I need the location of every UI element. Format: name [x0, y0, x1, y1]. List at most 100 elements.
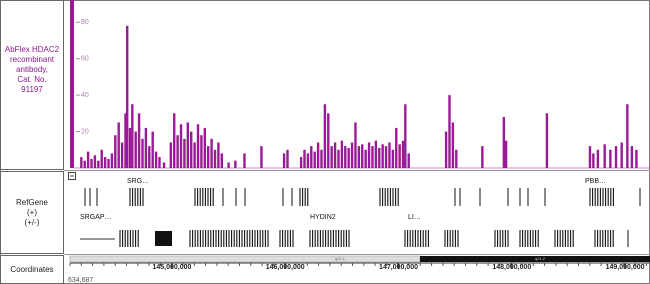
bar: [134, 131, 137, 168]
bar: [286, 149, 289, 168]
bar: [504, 140, 508, 168]
bar: [609, 149, 612, 168]
bar: [100, 149, 103, 168]
bar: [327, 113, 330, 168]
bar: [151, 131, 154, 168]
bar: [404, 104, 407, 168]
bar: [282, 153, 286, 168]
bar: [378, 147, 381, 168]
bar: [448, 95, 451, 168]
bar: [183, 138, 186, 168]
x-tick-label: 147,000,000: [379, 264, 418, 271]
bar: [86, 151, 90, 168]
bar: [114, 135, 117, 168]
bar: [260, 146, 263, 168]
gene-label: HYDIN2: [310, 214, 336, 221]
bar: [502, 116, 506, 168]
bar: [635, 149, 638, 168]
bar: [90, 158, 93, 168]
bar: [626, 104, 629, 168]
bar: [614, 146, 618, 168]
bar: [234, 160, 237, 168]
bar: [388, 142, 391, 168]
track-label: AbFlex HDAC2 recombinant antibody, Cat. No.…: [5, 45, 60, 94]
bar: [124, 113, 127, 168]
bar: [227, 162, 230, 168]
x-tick-label: 145,000,000: [152, 264, 191, 271]
bar: [310, 146, 313, 168]
bar: [243, 153, 246, 168]
bar: [190, 131, 193, 168]
bar: [220, 153, 223, 168]
bar: [131, 104, 134, 168]
bar: [207, 146, 210, 168]
bar: [545, 113, 549, 168]
bar: [630, 146, 634, 168]
band-label: q21.1: [335, 256, 346, 261]
bar: [217, 142, 220, 168]
bar: [193, 142, 196, 168]
ideogram: [69, 255, 421, 263]
bar: [340, 140, 344, 168]
label-panel: [0, 0, 64, 170]
bar: [120, 142, 124, 168]
x-tick-label: 146,000,000: [266, 264, 305, 271]
bar: [337, 149, 340, 168]
bar: [186, 122, 190, 168]
gene-label: SRG…: [127, 178, 149, 185]
y-tick-label: 80: [81, 19, 89, 26]
bar: [596, 149, 600, 168]
y-tick-label: 20: [81, 128, 89, 135]
bar: [395, 127, 398, 168]
bar: [455, 149, 458, 168]
gene-label: SRGAP…: [80, 214, 112, 221]
gene-label: LI…: [408, 214, 421, 221]
track-label: Coordinates: [10, 265, 53, 274]
bar: [371, 146, 374, 168]
bar: [313, 151, 316, 168]
y-tick-label: 40: [81, 92, 89, 99]
bar: [196, 124, 200, 168]
bar: [148, 146, 151, 168]
bar: [144, 127, 148, 168]
bar: [320, 149, 323, 168]
bar: [83, 160, 86, 168]
bar: [316, 142, 320, 168]
band-label: q21.2: [535, 256, 546, 261]
track-label: RefGene (+) (+/-): [16, 198, 49, 227]
bar: [299, 157, 303, 168]
bar: [110, 153, 114, 168]
bar: [103, 157, 107, 168]
bar: [213, 149, 217, 168]
bar: [162, 162, 166, 168]
bar: [173, 113, 176, 168]
bar: [381, 144, 384, 168]
bar: [179, 124, 183, 168]
y-tick-label: 60: [81, 56, 89, 63]
bar: [350, 142, 354, 168]
gene-block: [155, 231, 172, 246]
bar: [451, 122, 455, 168]
x-tick-label: 149,000,000: [606, 264, 645, 271]
bar: [333, 142, 337, 168]
bar: [401, 140, 405, 168]
bar: [306, 153, 310, 168]
bar: [107, 158, 110, 168]
bar: [344, 146, 347, 168]
bar: [444, 131, 448, 168]
bar: [588, 146, 592, 168]
bar: [347, 147, 350, 168]
gene-label: PBB…: [585, 178, 606, 185]
bar: [481, 146, 484, 168]
bar: [323, 104, 327, 168]
bar: [93, 155, 97, 168]
bar: [203, 127, 207, 168]
axis-bar: [70, 0, 74, 168]
bar: [176, 135, 179, 168]
bar: [141, 138, 144, 168]
bar: [330, 146, 333, 168]
bar: [592, 153, 595, 168]
bar: [367, 142, 371, 168]
